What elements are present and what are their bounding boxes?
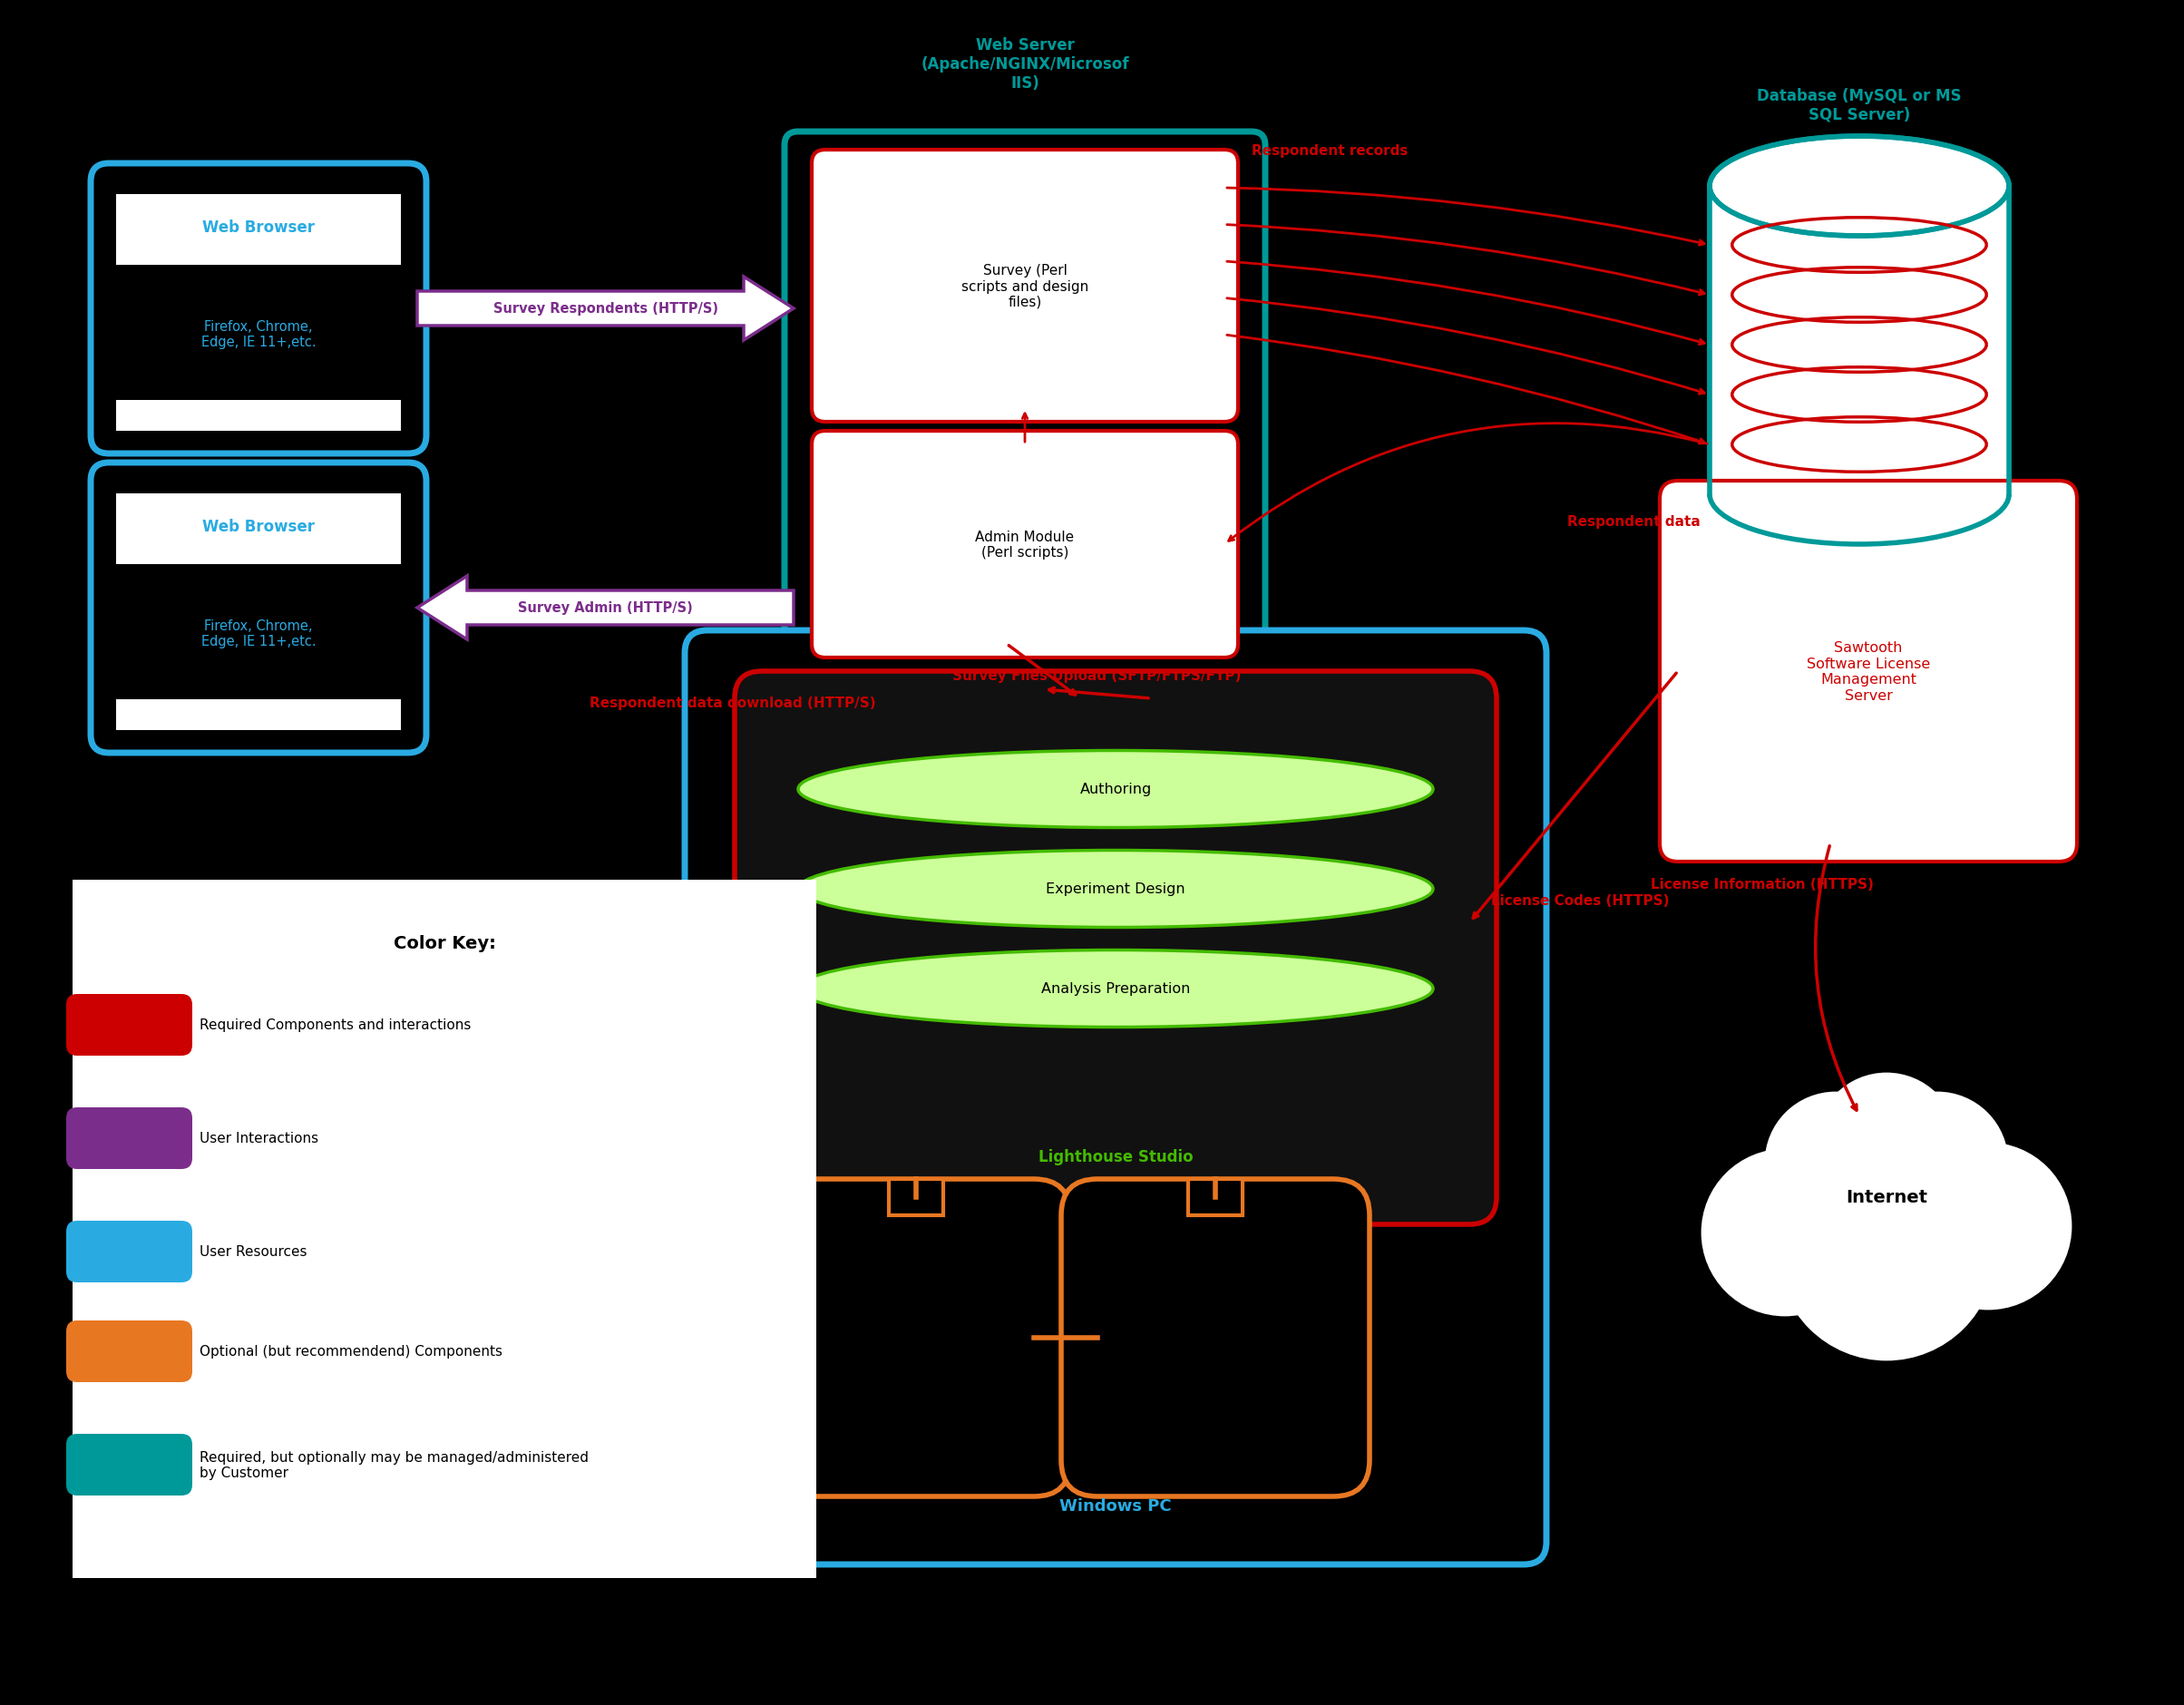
FancyBboxPatch shape <box>116 401 402 431</box>
Text: Color Key:: Color Key: <box>393 934 496 951</box>
Ellipse shape <box>797 750 1433 829</box>
Text: Web Browser: Web Browser <box>203 518 314 535</box>
Polygon shape <box>417 576 793 639</box>
Text: License Codes (HTTPS): License Codes (HTTPS) <box>1492 893 1669 907</box>
FancyBboxPatch shape <box>116 701 402 730</box>
Polygon shape <box>1710 188 2009 494</box>
Text: Web Server
(Apache/NGINX/Microsof
IIS): Web Server (Apache/NGINX/Microsof IIS) <box>922 38 1129 92</box>
FancyBboxPatch shape <box>812 431 1238 658</box>
Text: Survey Respondents (HTTP/S): Survey Respondents (HTTP/S) <box>494 302 719 315</box>
Ellipse shape <box>797 851 1433 928</box>
Ellipse shape <box>1710 136 2009 237</box>
Text: Sawtooth
Software License
Management
Server: Sawtooth Software License Management Ser… <box>1806 641 1931 702</box>
Polygon shape <box>408 975 703 1038</box>
Text: Survey (Perl
scripts and design
files): Survey (Perl scripts and design files) <box>961 264 1088 309</box>
Polygon shape <box>417 278 793 341</box>
Text: Windows PC: Windows PC <box>1059 1497 1171 1514</box>
Text: Web Browser: Web Browser <box>203 220 314 235</box>
FancyBboxPatch shape <box>72 880 817 1579</box>
Ellipse shape <box>797 950 1433 1028</box>
FancyBboxPatch shape <box>66 994 192 1055</box>
FancyBboxPatch shape <box>227 1615 2040 1705</box>
Circle shape <box>1778 1144 1994 1359</box>
Circle shape <box>1907 1144 2070 1309</box>
FancyBboxPatch shape <box>92 464 426 754</box>
Text: User Interactions: User Interactions <box>199 1132 319 1146</box>
Polygon shape <box>1710 188 2009 494</box>
Text: Survey Admin (HTTP/S): Survey Admin (HTTP/S) <box>518 602 692 616</box>
FancyBboxPatch shape <box>762 1180 1070 1497</box>
Text: Optional (but recommendend) Components: Optional (but recommendend) Components <box>199 1345 502 1359</box>
Text: Firefox, Chrome,
Edge, IE 11+,etc.: Firefox, Chrome, Edge, IE 11+,etc. <box>201 321 317 350</box>
FancyBboxPatch shape <box>1660 481 2077 863</box>
Text: Analysis Preparation: Analysis Preparation <box>1042 982 1190 996</box>
FancyBboxPatch shape <box>116 194 402 266</box>
FancyBboxPatch shape <box>734 672 1496 1224</box>
FancyBboxPatch shape <box>1188 1180 1243 1216</box>
Text: Lighthouse Studio: Lighthouse Studio <box>1037 1149 1192 1165</box>
Circle shape <box>1767 1093 1907 1233</box>
FancyBboxPatch shape <box>116 494 402 564</box>
FancyBboxPatch shape <box>812 150 1238 423</box>
Text: Authoring: Authoring <box>1079 783 1151 796</box>
Text: Experiment Design: Experiment Design <box>1046 883 1186 897</box>
Text: Required, but optionally may be managed/administered
by Customer: Required, but optionally may be managed/… <box>199 1451 590 1480</box>
Text: License Information (HTTPS): License Information (HTTPS) <box>1651 878 1874 892</box>
Text: Required Components and interactions: Required Components and interactions <box>199 1018 472 1032</box>
Text: Respondent data: Respondent data <box>1568 515 1701 529</box>
FancyBboxPatch shape <box>92 164 426 454</box>
FancyBboxPatch shape <box>1061 1180 1369 1497</box>
Text: Respondent data download (HTTP/S): Respondent data download (HTTP/S) <box>590 697 876 711</box>
Circle shape <box>1817 1074 1957 1214</box>
FancyBboxPatch shape <box>784 133 1265 704</box>
FancyBboxPatch shape <box>66 1108 192 1170</box>
Text: Admin Module
(Perl scripts): Admin Module (Perl scripts) <box>976 530 1075 559</box>
Circle shape <box>1701 1151 1867 1315</box>
FancyBboxPatch shape <box>66 1221 192 1282</box>
Text: Survey Files Upload (SFTP/FTPS/FTP): Survey Files Upload (SFTP/FTPS/FTP) <box>952 670 1241 684</box>
FancyBboxPatch shape <box>889 1180 943 1216</box>
FancyBboxPatch shape <box>66 1321 192 1383</box>
Text: Respondent records: Respondent records <box>1251 143 1409 157</box>
Text: Database (MySQL or MS
SQL Server): Database (MySQL or MS SQL Server) <box>1758 89 1961 123</box>
FancyBboxPatch shape <box>66 1434 192 1495</box>
Text: Firefox, Chrome,
Edge, IE 11+,etc.: Firefox, Chrome, Edge, IE 11+,etc. <box>201 619 317 648</box>
Circle shape <box>1867 1093 2007 1233</box>
Text: Internet: Internet <box>1845 1188 1926 1205</box>
Text: User Resources: User Resources <box>199 1245 308 1258</box>
Text: Survey Author(s): Survey Author(s) <box>485 1001 625 1014</box>
FancyBboxPatch shape <box>686 631 1546 1565</box>
